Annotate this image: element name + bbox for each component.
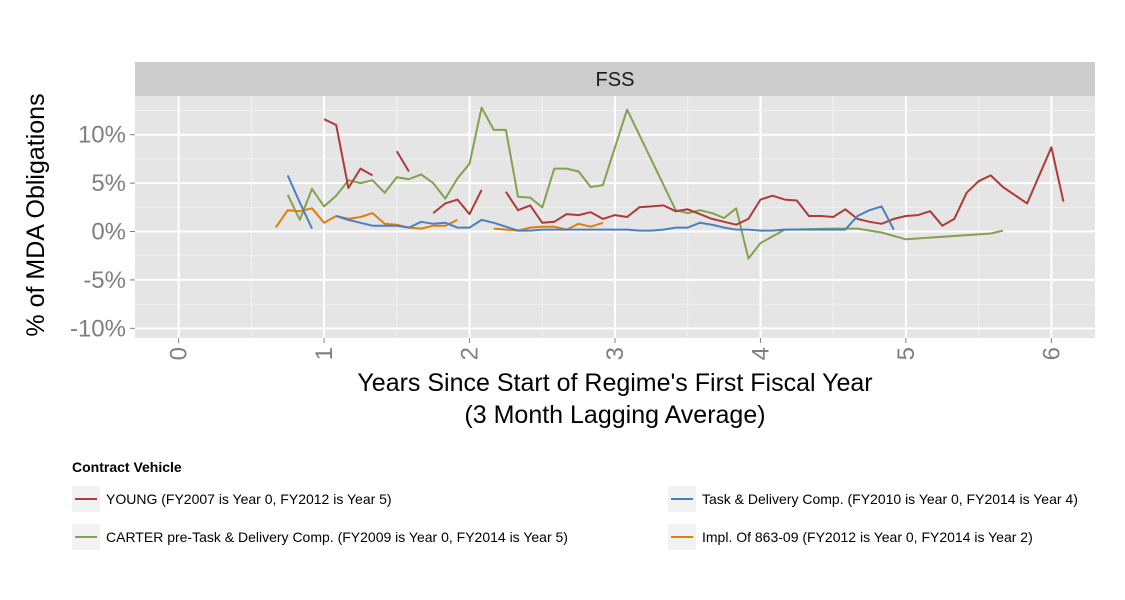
series-line-0 xyxy=(505,146,1065,227)
legend-item-impl-863: Impl. Of 863-09 (FY2012 is Year 0, FY201… xyxy=(668,524,1033,550)
y-axis-title: % of MDA Obligations xyxy=(22,93,50,336)
x-axis: 0 1 2 3 4 5 6 xyxy=(166,338,1065,360)
strip-background xyxy=(135,62,1095,96)
series-lines xyxy=(274,106,1065,260)
legend-label-carter: CARTER pre-Task & Delivery Comp. (FY2009… xyxy=(106,529,568,545)
x-tick-label: 1 xyxy=(311,347,338,360)
x-tick-label: 6 xyxy=(1038,347,1065,360)
series-line-0 xyxy=(432,189,483,216)
legend-label-task-delivery: Task & Delivery Comp. (FY2010 is Year 0,… xyxy=(702,491,1078,507)
legend-label-young: YOUNG (FY2007 is Year 0, FY2012 is Year … xyxy=(106,491,392,507)
y-tick-label: 10% xyxy=(78,122,126,149)
x-tick-label: 3 xyxy=(602,347,629,360)
legend-item-carter: CARTER pre-Task & Delivery Comp. (FY2009… xyxy=(72,524,568,550)
legend-key-impl-863 xyxy=(668,524,696,550)
x-tick-label: 5 xyxy=(893,347,920,360)
series-line-0 xyxy=(395,150,410,173)
series-line-1 xyxy=(286,174,313,230)
x-tick-label: 0 xyxy=(166,347,193,360)
facet-label: FSS xyxy=(596,69,635,91)
legend-label-impl-863: Impl. Of 863-09 (FY2012 is Year 0, FY201… xyxy=(702,529,1033,545)
grid-major xyxy=(135,96,1095,338)
series-line-3 xyxy=(274,207,458,230)
legend-key-carter xyxy=(72,524,100,550)
legend-key-young xyxy=(72,486,100,512)
x-axis-title-line2: (3 Month Lagging Average) xyxy=(464,401,765,429)
x-tick-label: 2 xyxy=(457,347,484,360)
legend-title: Contract Vehicle xyxy=(72,459,182,475)
x-tick-label: 4 xyxy=(747,347,774,360)
series-line-0 xyxy=(323,118,373,189)
y-tick-label: 0% xyxy=(91,219,126,246)
legend-item-young: YOUNG (FY2007 is Year 0, FY2012 is Year … xyxy=(72,486,392,512)
x-axis-title: Years Since Start of Regime's First Fisc… xyxy=(357,369,872,397)
legend-item-task-delivery: Task & Delivery Comp. (FY2010 is Year 0,… xyxy=(668,486,1078,512)
y-tick-label: 5% xyxy=(91,170,126,197)
series-line-2 xyxy=(286,106,1004,260)
series-line-3 xyxy=(493,221,604,232)
y-tick-label: -10% xyxy=(70,315,126,342)
series-line-1 xyxy=(335,205,895,232)
y-axis: -10% -5% 0% 5% 10% xyxy=(70,122,135,342)
y-tick-label: -5% xyxy=(83,267,126,294)
legend-key-task-delivery xyxy=(668,486,696,512)
